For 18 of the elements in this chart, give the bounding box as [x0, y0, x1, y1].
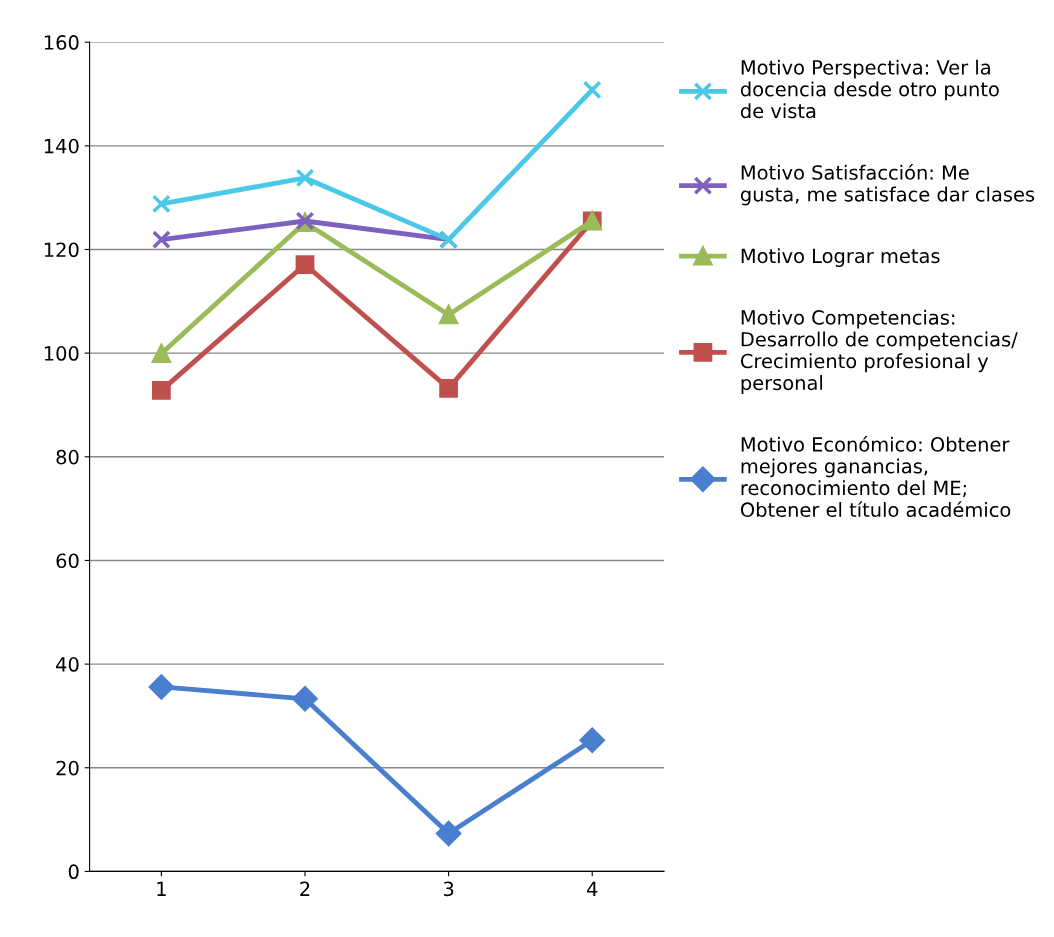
legend-label: Motivo Competencias: Desarrollo de competencias/ Crecimiento profesional y personal — [740, 309, 1018, 394]
x-tick-label: 4 — [586, 881, 598, 896]
y-tick-label: 140 — [44, 138, 79, 154]
legend-label: Motivo Satisfacción: Me gusta, me satisface dar clases — [740, 164, 1035, 206]
y-tick-label: 80 — [56, 449, 79, 465]
y-tick-label: 100 — [44, 346, 79, 361]
y-tick-label: 60 — [56, 553, 79, 569]
x-tick-label: 3 — [443, 881, 454, 897]
legend-label: Motivo Lograr metas — [741, 248, 940, 267]
legend-label: Motivo Perspectiva: Ver la docencia desde otro punto de vista — [740, 59, 999, 119]
y-tick-label: 120 — [44, 242, 79, 258]
y-tick-label: 40 — [56, 657, 79, 672]
y-tick-label: 160 — [44, 35, 79, 50]
legend-label: Motivo Económico: Obtener mejores ganancias, reconocimiento del ME; Obtener el título académico — [740, 435, 1011, 518]
x-tick-label: 2 — [300, 881, 310, 896]
y-tick-label: 20 — [56, 760, 79, 776]
x-tick-label: 1 — [157, 881, 166, 896]
y-tick-label: 0 — [68, 864, 79, 880]
